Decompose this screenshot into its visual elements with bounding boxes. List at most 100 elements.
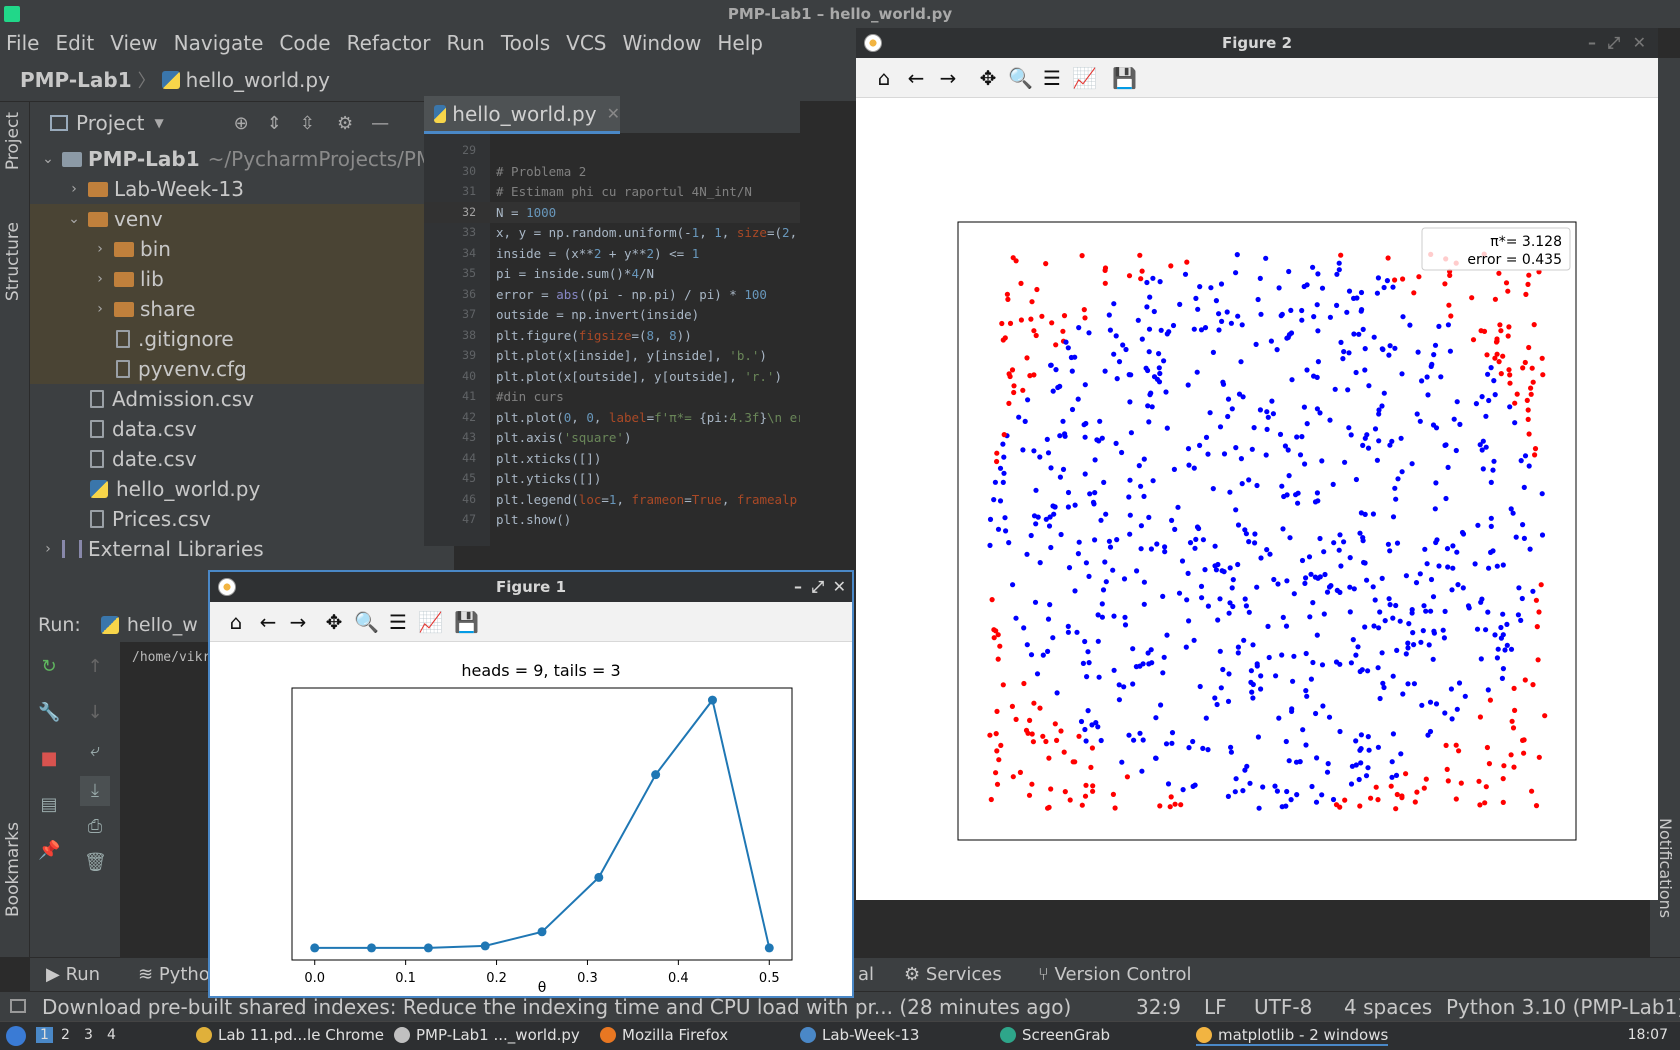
zoom-icon[interactable]: 🔍 xyxy=(1008,66,1033,90)
figure-1-title-bar[interactable]: Figure 1 – ⤢ ✕ xyxy=(210,572,852,602)
subplots-config-icon[interactable]: ☰ xyxy=(389,610,407,634)
status-message[interactable]: Download pre-built shared indexes: Reduc… xyxy=(42,995,1072,1019)
run-tool-tab[interactable]: ▶ Run xyxy=(46,964,100,985)
project-view-selector[interactable]: Project xyxy=(76,111,145,135)
home-icon[interactable]: ⌂ xyxy=(229,610,243,634)
save-icon[interactable]: 💾 xyxy=(454,610,479,634)
subplots-config-icon[interactable]: ☰ xyxy=(1043,66,1061,90)
terminal-tool-tab[interactable]: al xyxy=(858,964,875,985)
tree-item-prices-csv[interactable]: Prices.csv xyxy=(30,504,454,534)
gear-icon[interactable]: ⚙ xyxy=(336,112,354,134)
tree-item-venv[interactable]: ⌄ venv xyxy=(30,204,454,234)
code-line[interactable]: 46 plt.legend(loc=1, frameon=True, framea… xyxy=(424,489,800,510)
tree-item-hello-world-py[interactable]: hello_world.py xyxy=(30,474,454,504)
bookmarks-tool-tab[interactable]: Bookmarks xyxy=(3,822,23,917)
maximize-icon[interactable]: ⤢ xyxy=(1607,33,1620,52)
code-line[interactable]: 42 plt.plot(0, 0, label=f'π*= {pi:4.3f}\n… xyxy=(424,407,800,428)
code-line[interactable]: 31 # Estimam phi cu raportul 4N_int/N xyxy=(424,181,800,202)
scroll-to-end-icon[interactable]: ⤓ xyxy=(80,776,110,806)
code-line[interactable]: 43 plt.axis('square') xyxy=(424,427,800,448)
close-icon[interactable]: ✕ xyxy=(606,104,620,123)
status-toggle-icon[interactable] xyxy=(10,999,26,1013)
project-tool-tab[interactable]: Project xyxy=(3,112,23,171)
tree-item-share[interactable]: › share xyxy=(30,294,454,324)
code-line[interactable]: 37 outside = np.invert(inside) xyxy=(424,304,800,325)
maximize-icon[interactable]: ⤢ xyxy=(811,577,824,596)
code-line[interactable]: 39 plt.plot(x[inside], y[inside], 'b.') xyxy=(424,345,800,366)
tree-item-external-libraries[interactable]: › External Libraries xyxy=(30,534,454,564)
code-line[interactable]: 33 x, y = np.random.uniform(-1, 1, size=(… xyxy=(424,222,800,243)
figure-2-title-bar[interactable]: Figure 2 – ⤢ ✕ xyxy=(856,28,1658,58)
menu-code[interactable]: Code xyxy=(279,31,331,55)
wrench-icon[interactable]: 🔧 xyxy=(38,702,61,723)
code-line[interactable]: 30 # Problema 2 xyxy=(424,161,800,182)
layout-icon[interactable]: ▤ xyxy=(40,794,58,815)
pin-icon[interactable]: 📌 xyxy=(38,840,61,861)
workspace-2[interactable]: 2 xyxy=(61,1027,70,1043)
services-tool-tab[interactable]: ⚙ Services xyxy=(904,964,1002,985)
code-line[interactable]: 47 plt.show() xyxy=(424,509,800,530)
workspace-4[interactable]: 4 xyxy=(107,1027,116,1043)
menu-edit[interactable]: Edit xyxy=(55,31,95,55)
tree-item-bin[interactable]: › bin xyxy=(30,234,454,264)
taskbar-item[interactable]: PMP-Lab1 ..._world.py xyxy=(394,1026,580,1044)
structure-tool-tab[interactable]: Structure xyxy=(3,222,23,302)
back-arrow-icon[interactable]: ← xyxy=(259,610,277,634)
taskbar-item[interactable]: Lab 11.pd...le Chrome xyxy=(196,1026,384,1044)
collapse-all-icon[interactable]: ⇳ xyxy=(299,112,315,134)
tree-item-lib[interactable]: › lib xyxy=(30,264,454,294)
back-arrow-icon[interactable]: ← xyxy=(907,66,925,90)
code-line[interactable]: 44 plt.xticks([]) xyxy=(424,448,800,469)
menu-navigate[interactable]: Navigate xyxy=(173,31,264,55)
chevron-down-icon[interactable]: ⌄ xyxy=(42,151,54,167)
close-icon[interactable]: ✕ xyxy=(1632,33,1646,52)
tree-item-gitignore[interactable]: .gitignore xyxy=(30,324,454,354)
code-line[interactable]: 34 inside = (x**2 + y**2) <= 1 xyxy=(424,243,800,264)
python-console-tool-tab[interactable]: ≋ Pytho xyxy=(138,964,210,985)
line-separator[interactable]: LF xyxy=(1204,995,1227,1019)
code-line[interactable]: 41 #din curs xyxy=(424,386,800,407)
minimize-icon[interactable]: – xyxy=(794,577,802,596)
version-control-tool-tab[interactable]: ⑂ Version Control xyxy=(1038,964,1192,985)
tree-item-lab-week-13[interactable]: › Lab-Week-13 xyxy=(30,174,454,204)
save-icon[interactable]: 💾 xyxy=(1112,66,1137,90)
pan-icon[interactable]: ✥ xyxy=(325,610,343,634)
taskbar-item[interactable]: Lab-Week-13 xyxy=(800,1026,919,1044)
menu-vcs[interactable]: VCS xyxy=(566,31,607,55)
chevron-right-icon[interactable]: › xyxy=(97,271,103,287)
locate-icon[interactable]: ⊕ xyxy=(233,112,249,134)
minimize-icon[interactable]: – xyxy=(1588,33,1596,52)
python-interpreter[interactable]: Python 3.10 (PMP-Lab1) xyxy=(1446,995,1680,1019)
tree-item-admission-csv[interactable]: Admission.csv xyxy=(30,384,454,414)
edit-axis-icon[interactable]: 📈 xyxy=(418,610,443,634)
chevron-right-icon[interactable]: › xyxy=(97,301,103,317)
scroll-down-icon[interactable]: ↓ xyxy=(87,702,103,723)
edit-axis-icon[interactable]: 📈 xyxy=(1072,66,1097,90)
breadcrumb-project[interactable]: PMP-Lab1 xyxy=(20,67,132,92)
run-config-tab[interactable]: hello_w xyxy=(126,614,198,636)
workspace-3[interactable]: 3 xyxy=(84,1027,93,1043)
chevron-down-icon[interactable]: ⌄ xyxy=(68,211,80,227)
close-icon[interactable]: ✕ xyxy=(832,577,846,596)
menu-view[interactable]: View xyxy=(110,31,158,55)
rerun-icon[interactable]: ↻ xyxy=(41,656,57,677)
forward-arrow-icon[interactable]: → xyxy=(289,610,307,634)
code-line[interactable]: 45 plt.yticks([]) xyxy=(424,468,800,489)
scroll-up-icon[interactable]: ↑ xyxy=(87,656,103,677)
indent-setting[interactable]: 4 spaces xyxy=(1344,995,1433,1019)
tree-item-date-csv[interactable]: date.csv xyxy=(30,444,454,474)
soft-wrap-icon[interactable]: ⤶ xyxy=(89,740,101,761)
tree-item-pmp-lab1[interactable]: ⌄ PMP-Lab1 ~/PycharmProjects/PMP xyxy=(30,144,454,174)
breadcrumb-file[interactable]: hello_world.py xyxy=(185,67,330,92)
code-line[interactable]: 32 N = 1000 xyxy=(424,201,800,223)
menu-tools[interactable]: Tools xyxy=(500,31,551,55)
stop-icon[interactable]: ■ xyxy=(40,748,58,769)
trash-icon[interactable]: 🗑 xyxy=(84,852,107,873)
taskbar-item[interactable]: ScreenGrab xyxy=(1000,1026,1110,1044)
figure-2-canvas[interactable]: π*= 3.128 error = 0.435 xyxy=(856,98,1658,900)
expand-all-icon[interactable]: ⇕ xyxy=(266,112,282,134)
minimize-panel-icon[interactable]: — xyxy=(371,112,390,134)
code-line[interactable]: 40 plt.plot(x[outside], y[outside], 'r.') xyxy=(424,366,800,387)
chevron-down-icon[interactable]: ▼ xyxy=(154,116,164,130)
code-line[interactable]: 35 pi = inside.sum()*4/N xyxy=(424,263,800,284)
